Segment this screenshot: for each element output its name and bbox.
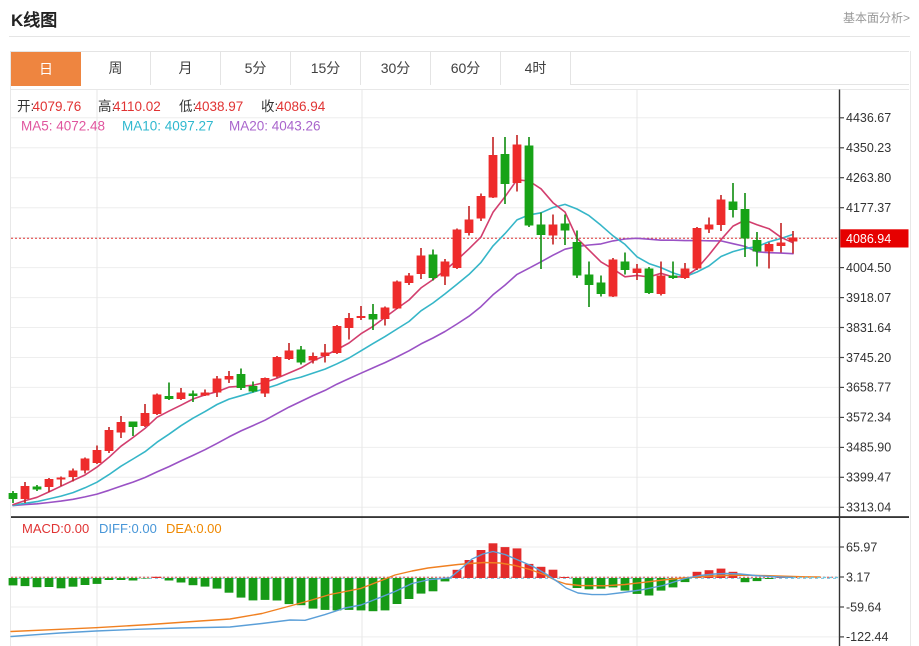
svg-text:4004.50: 4004.50 — [846, 261, 891, 275]
svg-text:MA10: 4097.27: MA10: 4097.27 — [122, 119, 214, 134]
svg-text:3572.34: 3572.34 — [846, 411, 891, 425]
svg-text:4436.67: 4436.67 — [846, 111, 891, 125]
svg-text:DEA:0.00: DEA:0.00 — [166, 521, 222, 536]
svg-text:3399.47: 3399.47 — [846, 471, 891, 485]
svg-text:-122.44: -122.44 — [846, 630, 888, 644]
svg-text:4177.37: 4177.37 — [846, 201, 891, 215]
svg-text:3313.04: 3313.04 — [846, 501, 891, 515]
svg-text:3745.20: 3745.20 — [846, 351, 891, 365]
svg-text:4263.80: 4263.80 — [846, 171, 891, 185]
svg-text:3658.77: 3658.77 — [846, 381, 891, 395]
svg-text:高:: 高: — [98, 98, 115, 114]
svg-text:4110.02: 4110.02 — [113, 99, 161, 114]
svg-text:MACD:0.00: MACD:0.00 — [22, 521, 89, 536]
svg-text:MA5: 4072.48: MA5: 4072.48 — [21, 119, 105, 134]
svg-text:65.97: 65.97 — [846, 540, 877, 554]
svg-text:DIFF:0.00: DIFF:0.00 — [99, 521, 157, 536]
svg-text:低:: 低: — [179, 99, 196, 114]
svg-text:4079.76: 4079.76 — [33, 99, 82, 114]
svg-text:-59.64: -59.64 — [846, 600, 881, 614]
svg-text:开:: 开: — [17, 99, 34, 114]
svg-text:3.17: 3.17 — [846, 570, 870, 584]
svg-text:4038.97: 4038.97 — [195, 99, 244, 114]
svg-text:4086.94: 4086.94 — [277, 99, 326, 114]
svg-text:4086.94: 4086.94 — [846, 232, 891, 246]
svg-text:MA20: 4043.26: MA20: 4043.26 — [229, 119, 321, 134]
svg-text:3831.64: 3831.64 — [846, 321, 891, 335]
svg-text:收:: 收: — [261, 99, 278, 114]
svg-text:3485.90: 3485.90 — [846, 441, 891, 455]
svg-text:4350.23: 4350.23 — [846, 141, 891, 155]
svg-text:3918.07: 3918.07 — [846, 291, 891, 305]
